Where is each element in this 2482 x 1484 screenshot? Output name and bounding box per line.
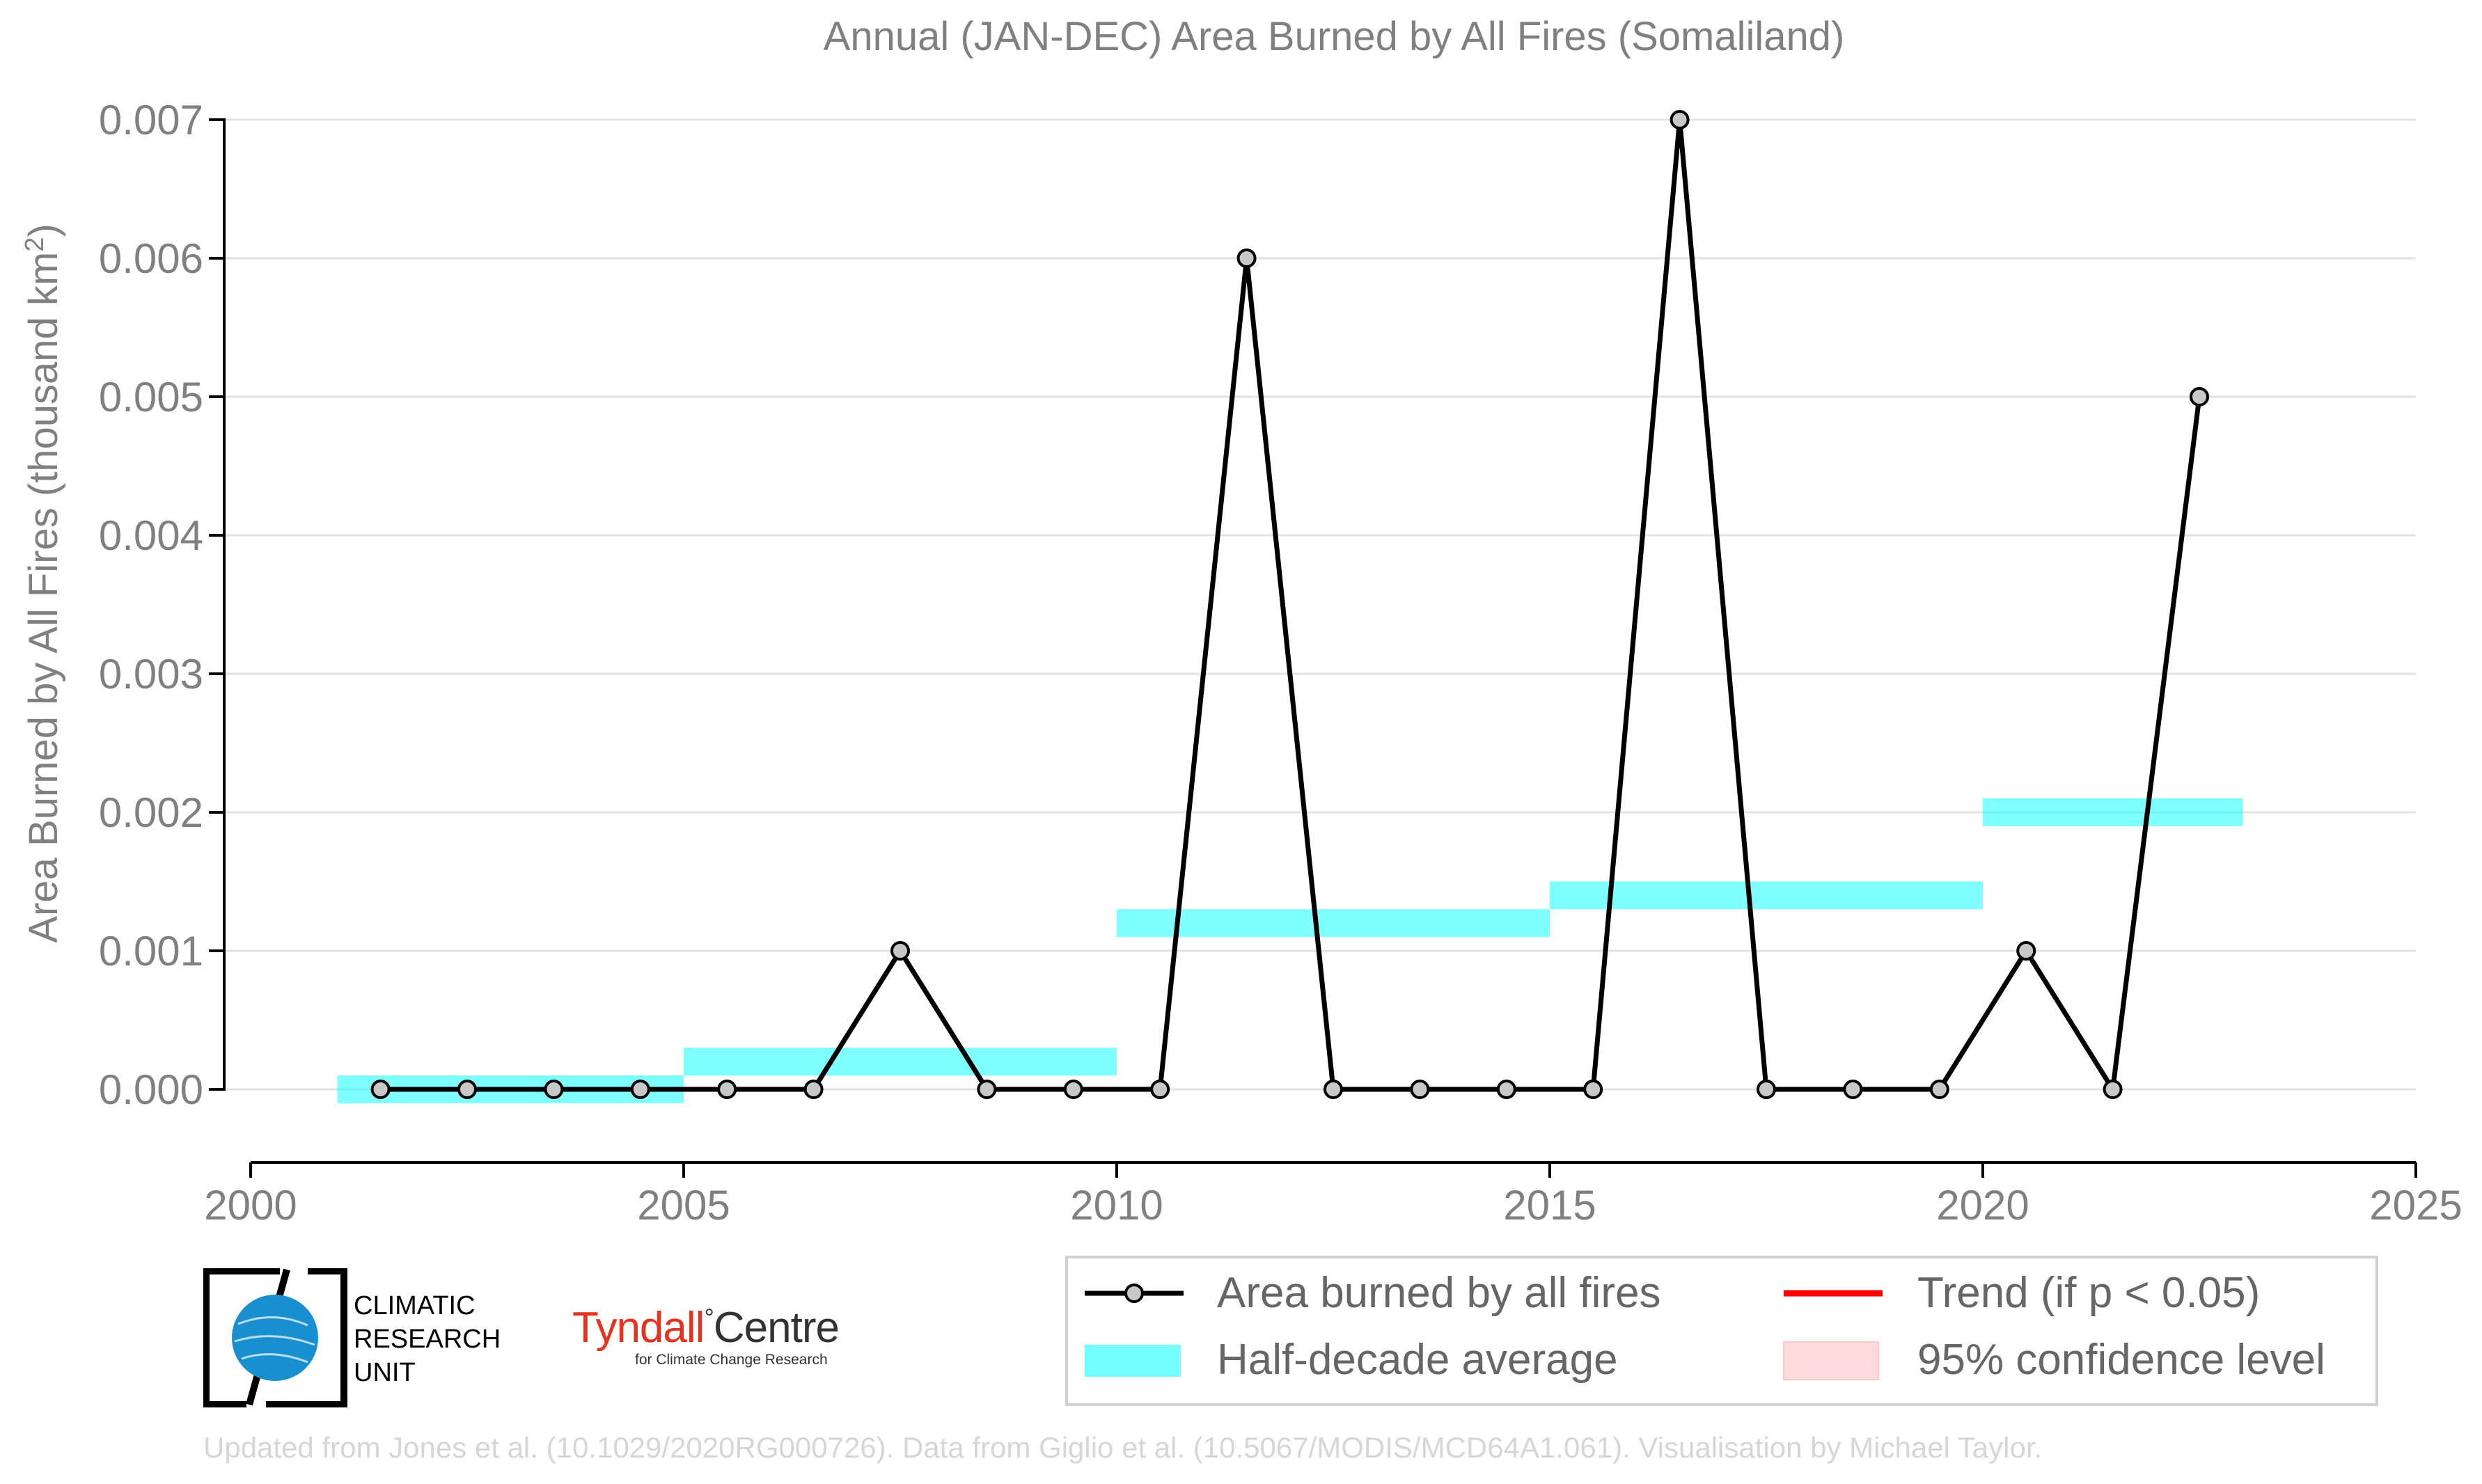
data-point bbox=[630, 1080, 650, 1099]
x-tick-label: 2015 bbox=[1503, 1182, 1596, 1229]
axes: 0.000 0.001 0.002 0.003 0.004 0.005 0.006 0.007… bbox=[99, 97, 2463, 1229]
data-point bbox=[1843, 1080, 1863, 1099]
grid bbox=[226, 118, 2416, 1091]
chart-title: Annual (JAN-DEC) Area Burned by All Fire… bbox=[824, 14, 1845, 59]
x-tick-label: 2025 bbox=[2369, 1182, 2462, 1229]
y-tick-label: 0.000 bbox=[99, 1066, 203, 1113]
data-point bbox=[2190, 387, 2209, 406]
tyndall-degree: ° bbox=[704, 1303, 714, 1332]
cru-logo-text: CLIMATIC RESEARCH UNIT bbox=[354, 1289, 501, 1389]
data-point bbox=[1063, 1080, 1083, 1099]
cru-line-2: RESEARCH bbox=[354, 1325, 501, 1354]
legend-frame bbox=[1065, 1256, 2378, 1406]
data-point bbox=[717, 1080, 737, 1099]
y-tick-label: 0.005 bbox=[99, 374, 203, 420]
data-point bbox=[544, 1080, 564, 1099]
y-tick-label: 0.002 bbox=[99, 789, 203, 836]
data-point bbox=[1757, 1080, 1776, 1099]
legend-label-area: Area burned by all fires bbox=[1217, 1269, 1661, 1317]
tyndall-logo: Tyndall°Centre bbox=[572, 1303, 840, 1352]
legend-label-trend: Trend (if p < 0.05) bbox=[1917, 1269, 2260, 1317]
data-point bbox=[1496, 1080, 1516, 1099]
tyndall-subtitle: for Climate Change Research bbox=[635, 1352, 828, 1368]
x-tick-label: 2010 bbox=[1070, 1182, 1163, 1229]
data-point bbox=[1324, 1080, 1343, 1099]
data-point bbox=[457, 1080, 477, 1099]
cru-line-1: CLIMATIC bbox=[354, 1291, 476, 1320]
data-point bbox=[977, 1080, 997, 1099]
y-tick-label: 0.006 bbox=[99, 235, 203, 282]
data-point bbox=[2016, 941, 2036, 961]
data-point bbox=[1150, 1080, 1170, 1099]
tyndall-name: Tyndall bbox=[572, 1304, 705, 1352]
data-point bbox=[1929, 1080, 1949, 1099]
half-decade-bar bbox=[1983, 798, 2243, 826]
tyndall-centre: Centre bbox=[713, 1304, 840, 1352]
half-decade-bar bbox=[1550, 881, 1983, 910]
legend-confidence-icon bbox=[1783, 1341, 1879, 1380]
legend-marker-icon bbox=[1124, 1284, 1144, 1303]
cru-line-3: UNIT bbox=[354, 1358, 416, 1387]
half-decade-bar bbox=[684, 1048, 1117, 1076]
data-point bbox=[1670, 110, 1690, 129]
cru-logo bbox=[203, 1268, 524, 1408]
x-tick-label: 2020 bbox=[1936, 1182, 2029, 1229]
y-tick-label: 0.007 bbox=[99, 97, 203, 143]
y-axis-label: Area Burned by All Fires (thousand km2) bbox=[20, 223, 66, 942]
data-point bbox=[2103, 1080, 2123, 1099]
data-point bbox=[803, 1080, 824, 1099]
x-tick-label: 2005 bbox=[637, 1182, 730, 1229]
half-decade-average bbox=[337, 798, 2243, 1103]
footer-credit: Updated from Jones et al. (10.1029/2020R… bbox=[203, 1431, 2043, 1464]
data-point bbox=[890, 941, 910, 961]
data-point bbox=[370, 1080, 391, 1099]
legend-band-icon bbox=[1085, 1345, 1181, 1377]
area-burned-series bbox=[370, 110, 2209, 1099]
y-tick-label: 0.003 bbox=[99, 651, 203, 697]
data-point bbox=[1583, 1080, 1603, 1099]
legend: Area burned by all fires Trend (if p < 0… bbox=[1065, 1256, 2378, 1406]
area-burned-line bbox=[380, 119, 2202, 1097]
legend-label-half-decade: Half-decade average bbox=[1217, 1336, 1618, 1384]
data-point bbox=[1410, 1080, 1430, 1099]
half-decade-bar bbox=[1117, 909, 1550, 938]
cru-globe-icon bbox=[203, 1268, 347, 1408]
x-tick-label: 2000 bbox=[204, 1182, 297, 1229]
legend-label-confidence: 95% confidence level bbox=[1917, 1336, 2325, 1384]
y-tick-label: 0.004 bbox=[99, 512, 203, 559]
y-tick-label: 0.001 bbox=[99, 928, 203, 974]
data-point bbox=[1236, 248, 1257, 268]
